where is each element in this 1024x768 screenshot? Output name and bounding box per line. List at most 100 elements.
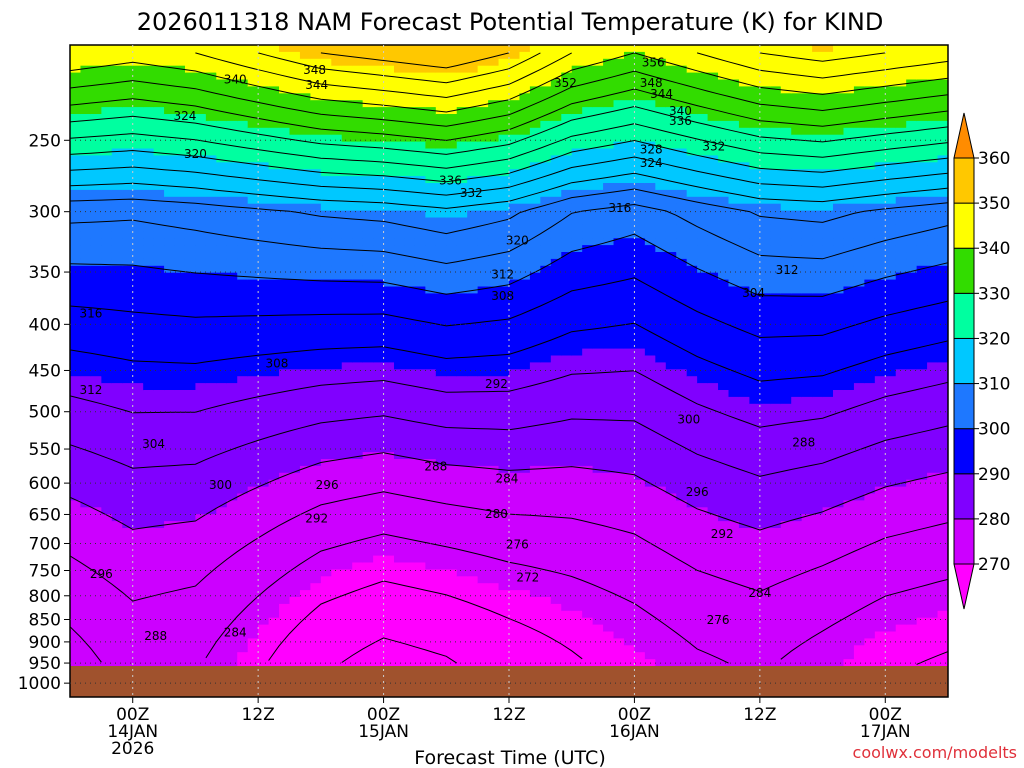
field-cell (289, 93, 301, 101)
field-cell (153, 603, 165, 612)
field-cell (550, 293, 562, 301)
field-cell (383, 176, 395, 184)
field-cell (279, 631, 291, 639)
field-cell (623, 638, 636, 646)
field-cell (373, 51, 385, 60)
field-cell (122, 603, 134, 612)
field-cell (289, 424, 301, 432)
field-cell (446, 210, 458, 219)
field-cell (488, 231, 500, 239)
field-cell (519, 445, 531, 453)
field-cell (352, 479, 364, 488)
field-cell (456, 293, 468, 301)
field-cell (362, 279, 374, 288)
field-cell (477, 148, 489, 156)
field-cell (634, 155, 646, 163)
field-cell (634, 321, 646, 329)
field-cell (582, 514, 594, 522)
field-cell (299, 148, 311, 156)
field-cell (164, 528, 176, 536)
field-cell (467, 141, 479, 150)
field-cell (404, 183, 416, 191)
field-cell (456, 617, 468, 626)
field-cell (623, 176, 636, 184)
field-cell (414, 459, 426, 467)
field-cell (352, 597, 364, 605)
field-cell (268, 479, 280, 488)
field-cell (529, 424, 541, 432)
field-cell (498, 562, 510, 570)
field-cell (80, 127, 92, 136)
field-cell (143, 293, 155, 301)
field-cell (341, 390, 353, 398)
field-cell (394, 127, 406, 136)
field-cell (258, 514, 270, 522)
field-cell (132, 521, 144, 529)
field-cell (477, 472, 489, 481)
field-cell (446, 155, 458, 163)
field-cell (70, 93, 82, 101)
field-cell (571, 127, 583, 136)
field-cell (279, 417, 291, 426)
field-cell (299, 58, 311, 67)
field-cell (226, 183, 238, 191)
field-cell (205, 341, 217, 350)
field-cell (341, 286, 353, 294)
field-cell (132, 189, 144, 198)
field-cell (362, 369, 374, 377)
field-cell (404, 279, 416, 288)
field-cell (373, 403, 385, 412)
field-cell (205, 576, 217, 584)
field-cell (247, 127, 259, 136)
field-cell (153, 141, 165, 150)
field-cell (216, 617, 228, 626)
field-cell (195, 265, 207, 274)
field-cell (498, 279, 510, 288)
field-cell (310, 541, 322, 550)
field-cell (184, 590, 197, 598)
field-cell (404, 100, 416, 108)
field-cell (477, 348, 489, 357)
field-cell (509, 590, 521, 598)
field-cell (488, 341, 500, 350)
field-cell (164, 500, 176, 508)
field-cell (111, 369, 123, 377)
field-cell (623, 562, 636, 570)
field-cell (362, 541, 374, 550)
field-cell (550, 638, 562, 646)
field-cell (550, 417, 562, 426)
field-cell (394, 445, 406, 453)
field-cell (540, 534, 552, 543)
field-cell (101, 521, 113, 529)
field-cell (498, 327, 510, 336)
field-cell (247, 507, 259, 515)
field-cell (644, 189, 656, 198)
field-cell (623, 576, 636, 584)
field-cell (446, 141, 458, 150)
field-cell (550, 265, 562, 274)
field-cell (446, 245, 458, 253)
field-cell (226, 417, 238, 426)
field-cell (164, 403, 176, 412)
field-cell (226, 196, 238, 205)
field-cell (70, 176, 82, 184)
field-cell (90, 472, 102, 481)
field-cell (623, 396, 636, 405)
field-cell (550, 624, 562, 633)
field-cell (80, 576, 92, 584)
field-cell (289, 396, 301, 405)
field-cell (174, 272, 186, 281)
field-cell (456, 534, 468, 543)
field-cell (623, 183, 636, 191)
field-cell (237, 597, 249, 605)
field-cell (352, 224, 364, 232)
field-cell (268, 238, 280, 246)
field-cell (383, 383, 395, 391)
field-cell (529, 410, 541, 419)
field-cell (383, 569, 395, 577)
field-cell (529, 348, 541, 357)
field-cell (153, 528, 165, 536)
field-cell (519, 624, 531, 633)
field-cell (383, 548, 395, 557)
field-cell (550, 562, 562, 570)
